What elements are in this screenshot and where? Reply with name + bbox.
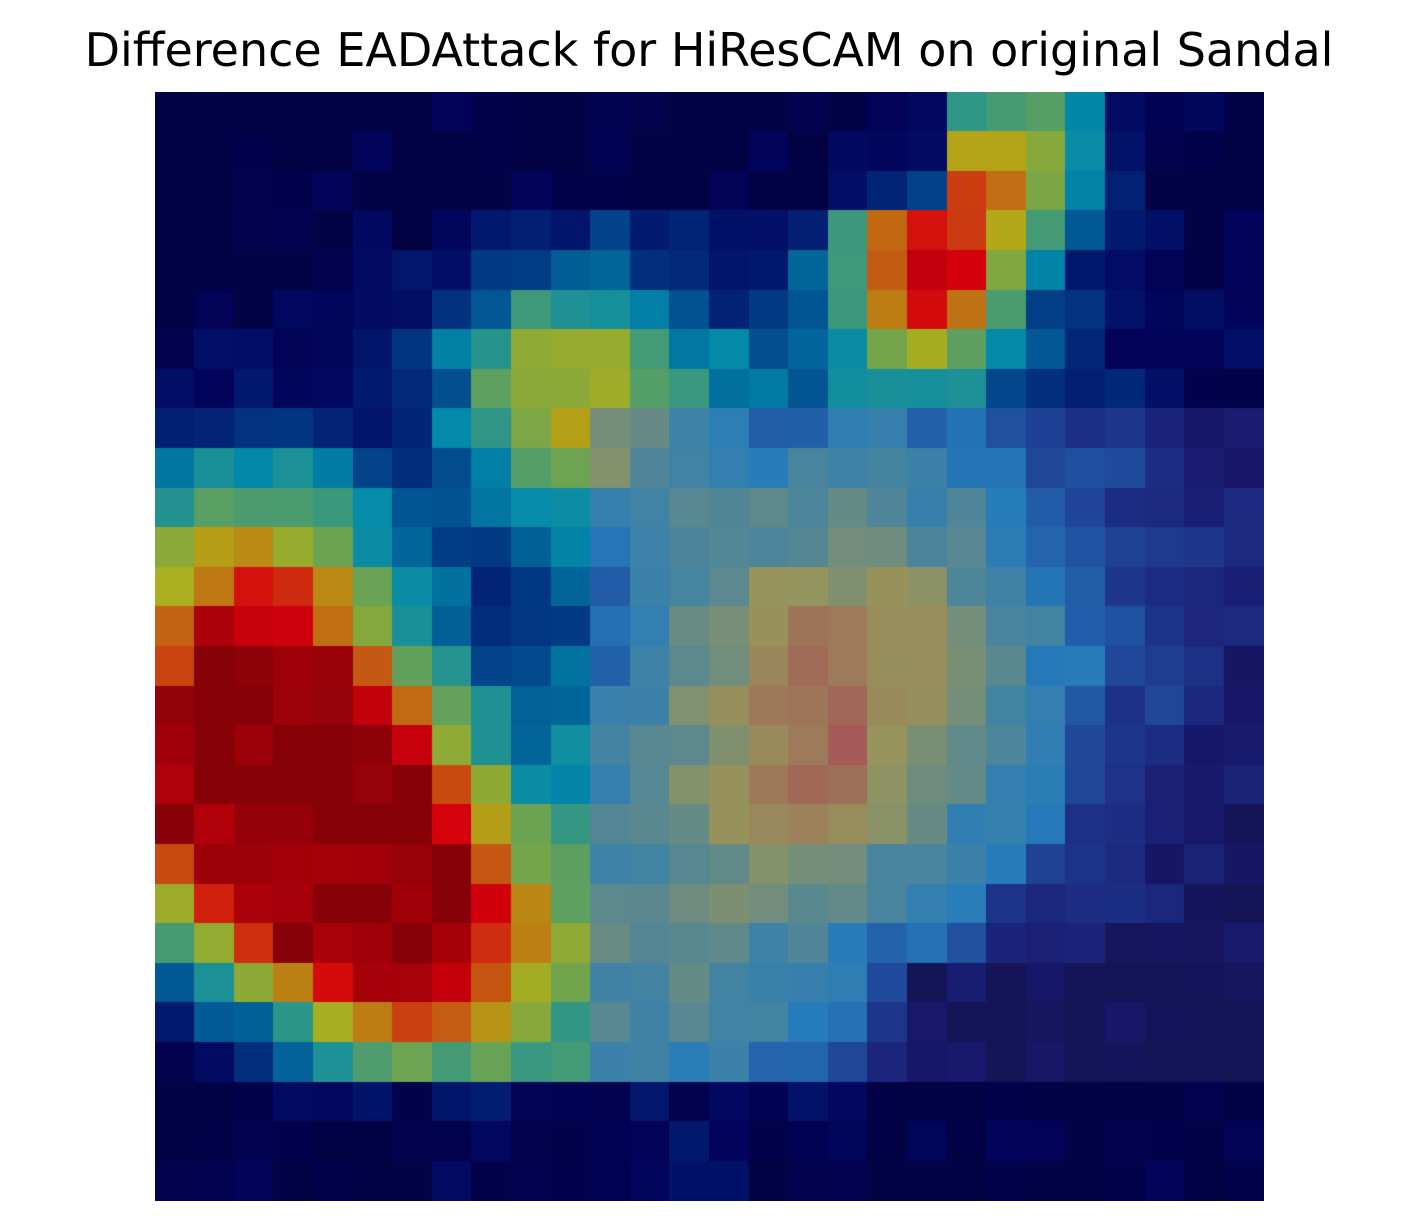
heatmap-image: [155, 92, 1264, 1201]
figure-title: Difference EADAttack for HiResCAM on ori…: [84, 23, 1334, 77]
